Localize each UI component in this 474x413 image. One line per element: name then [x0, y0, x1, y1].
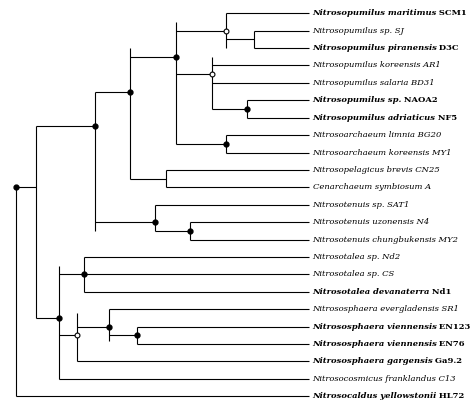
Text: Nitrosotenuis uzonensis N4: Nitrosotenuis uzonensis N4 — [312, 218, 430, 226]
Text: Nitrosopelagicus brevis CN25: Nitrosopelagicus brevis CN25 — [312, 166, 440, 174]
Text: Nitrosopumilus sp. SJ: Nitrosopumilus sp. SJ — [312, 26, 404, 35]
Text: SCM1: SCM1 — [436, 9, 467, 17]
Text: Nitrososphaera evergladensis SR1: Nitrososphaera evergladensis SR1 — [312, 305, 459, 313]
Text: Nitrosotalea devanaterra: Nitrosotalea devanaterra — [312, 288, 430, 296]
Text: Nitrososphaera viennensis: Nitrososphaera viennensis — [312, 340, 438, 348]
Text: EN123: EN123 — [437, 323, 471, 331]
Text: Nd1: Nd1 — [429, 288, 451, 296]
Text: Nitrosocosmicus franklandus C13: Nitrosocosmicus franklandus C13 — [312, 375, 456, 383]
Text: Nitrosopumilus piranensis: Nitrosopumilus piranensis — [312, 44, 438, 52]
Text: Nitrosoarchaeum limnia BG20: Nitrosoarchaeum limnia BG20 — [312, 131, 442, 139]
Text: NAOA2: NAOA2 — [401, 96, 438, 104]
Text: NF5: NF5 — [435, 114, 457, 122]
Text: Nitrosoarchaeum koreensis MY1: Nitrosoarchaeum koreensis MY1 — [312, 149, 452, 157]
Text: Nitrosotenuis sp. SAT1: Nitrosotenuis sp. SAT1 — [312, 201, 410, 209]
Text: D3C: D3C — [437, 44, 459, 52]
Text: Nitrososphaera gargensis: Nitrososphaera gargensis — [312, 358, 433, 366]
Text: HL72: HL72 — [436, 392, 464, 400]
Text: Nitrosotenuis chungbukensis MY2: Nitrosotenuis chungbukensis MY2 — [312, 235, 458, 244]
Text: Nitrosopumilus adriaticus: Nitrosopumilus adriaticus — [312, 114, 436, 122]
Text: Nitrosotalea sp. CS: Nitrosotalea sp. CS — [312, 271, 395, 278]
Text: EN76: EN76 — [437, 340, 465, 348]
Text: Nitrosopumilus sp.: Nitrosopumilus sp. — [312, 96, 402, 104]
Text: Nitrososphaera viennensis: Nitrososphaera viennensis — [312, 323, 438, 331]
Text: Nitrosopumilus salaria BD31: Nitrosopumilus salaria BD31 — [312, 79, 435, 87]
Text: Nitrosocaldus yellowstonii: Nitrosocaldus yellowstonii — [312, 392, 437, 400]
Text: Nitrosopumilus maritimus: Nitrosopumilus maritimus — [312, 9, 437, 17]
Text: Ga9.2: Ga9.2 — [432, 358, 462, 366]
Text: Cenarchaeum symbiosum A: Cenarchaeum symbiosum A — [312, 183, 431, 191]
Text: Nitrosopumilus koreensis AR1: Nitrosopumilus koreensis AR1 — [312, 62, 441, 69]
Text: Nitrosotalea sp. Nd2: Nitrosotalea sp. Nd2 — [312, 253, 401, 261]
